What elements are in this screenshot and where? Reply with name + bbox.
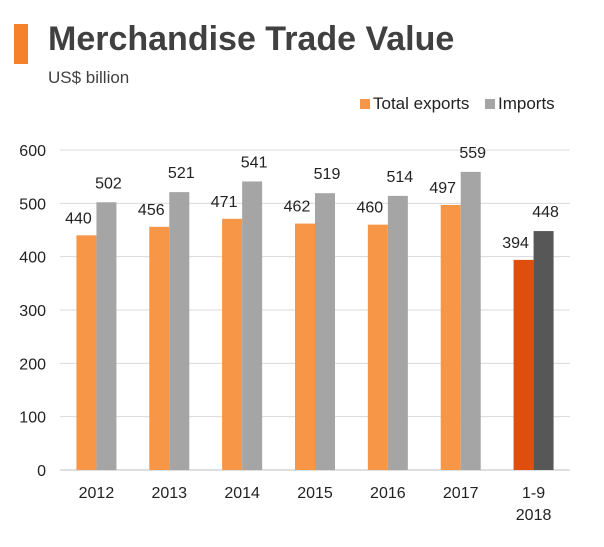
bar-total-exports <box>76 235 97 470</box>
bar-total-exports <box>440 204 461 470</box>
data-label-imports: 521 <box>168 165 195 182</box>
x-tick-label: 2018 <box>516 507 552 524</box>
bar-imports <box>460 171 481 470</box>
y-tick-label: 100 <box>19 410 46 427</box>
data-label-imports: 541 <box>241 154 268 171</box>
x-tick-label: 2012 <box>79 485 115 502</box>
legend-item-imports: Imports <box>485 94 555 114</box>
legend-item-total-exports: Total exports <box>360 94 469 114</box>
data-label-imports: 519 <box>314 166 341 183</box>
chart-subtitle: US$ billion <box>48 68 130 87</box>
x-tick-label: 2017 <box>443 485 479 502</box>
chart-title: Merchandise Trade Value <box>48 20 455 58</box>
x-tick-label: 1-9 <box>522 485 545 502</box>
bar-total-exports <box>222 218 243 470</box>
data-label-total-exports: 497 <box>429 180 456 197</box>
title-accent-bar <box>14 24 28 64</box>
legend-label-total-exports: Total exports <box>373 94 470 113</box>
data-label-imports: 448 <box>532 204 559 221</box>
y-tick-label: 400 <box>19 250 46 267</box>
data-label-imports: 559 <box>459 145 486 162</box>
bar-imports <box>533 231 554 470</box>
bar-total-exports <box>295 223 315 470</box>
legend-swatch-imports <box>485 99 495 109</box>
x-tick-label: 2013 <box>151 485 187 502</box>
data-label-imports: 514 <box>387 169 414 186</box>
data-label-total-exports: 460 <box>357 200 384 217</box>
bar-total-exports <box>513 259 534 470</box>
bar-imports <box>387 195 408 470</box>
x-tick-label: 2014 <box>224 485 260 502</box>
bar-total-exports <box>367 224 388 470</box>
y-tick-label: 0 <box>37 463 46 480</box>
data-label-total-exports: 456 <box>138 202 165 219</box>
bar-imports <box>315 193 335 470</box>
x-tick-label: 2015 <box>297 485 333 502</box>
x-tick-label: 2016 <box>370 485 406 502</box>
data-label-imports: 502 <box>95 175 122 192</box>
data-label-total-exports: 471 <box>211 194 238 211</box>
data-label-total-exports: 394 <box>502 235 529 252</box>
y-tick-label: 500 <box>19 196 46 213</box>
y-tick-label: 600 <box>19 143 46 160</box>
data-label-total-exports: 440 <box>65 210 92 227</box>
data-label-total-exports: 462 <box>284 199 311 216</box>
bar-imports <box>169 192 190 470</box>
bar-total-exports <box>149 226 170 470</box>
bar-imports <box>96 202 117 470</box>
legend-swatch-total-exports <box>360 99 370 109</box>
y-tick-label: 300 <box>19 303 46 320</box>
bar-imports <box>242 181 263 470</box>
y-tick-label: 200 <box>19 356 46 373</box>
legend-label-imports: Imports <box>498 94 555 113</box>
